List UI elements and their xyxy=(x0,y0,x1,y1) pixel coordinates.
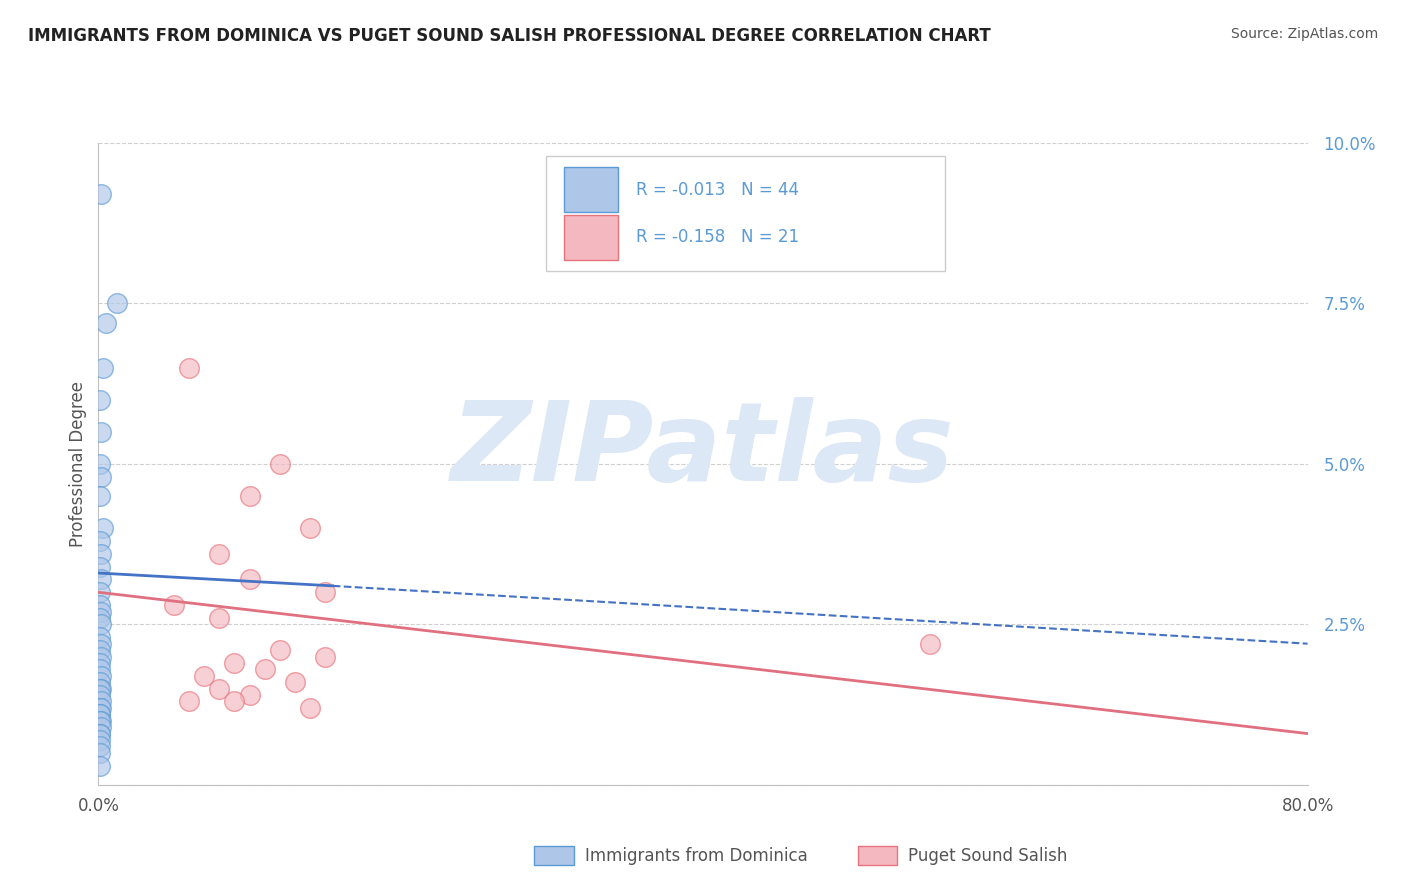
Point xyxy=(89,675,111,690)
Point xyxy=(208,547,231,561)
Point xyxy=(314,585,336,599)
Point xyxy=(89,611,111,625)
Point xyxy=(90,573,112,587)
Y-axis label: Professional Degree: Professional Degree xyxy=(69,381,87,547)
Text: Immigrants from Dominica: Immigrants from Dominica xyxy=(585,847,807,865)
Text: Source: ZipAtlas.com: Source: ZipAtlas.com xyxy=(1230,27,1378,41)
Point xyxy=(94,316,117,330)
FancyBboxPatch shape xyxy=(546,155,945,271)
Point xyxy=(269,457,291,471)
Point xyxy=(89,643,111,657)
Point xyxy=(89,681,111,696)
Point xyxy=(89,630,111,644)
Point xyxy=(89,457,111,471)
Point xyxy=(89,758,111,772)
Text: R = -0.013   N = 44: R = -0.013 N = 44 xyxy=(637,180,800,199)
Point xyxy=(239,573,262,587)
FancyBboxPatch shape xyxy=(564,167,619,212)
Point xyxy=(163,598,186,612)
Point xyxy=(90,720,112,734)
Text: ZIPatlas: ZIPatlas xyxy=(451,398,955,505)
Point xyxy=(89,688,111,702)
Point xyxy=(253,662,276,676)
Text: R = -0.158   N = 21: R = -0.158 N = 21 xyxy=(637,228,800,246)
Point xyxy=(89,707,111,722)
Point xyxy=(224,656,246,670)
Point xyxy=(89,662,111,676)
Point xyxy=(89,701,111,715)
Point xyxy=(177,360,201,375)
Point xyxy=(90,187,112,202)
Point xyxy=(89,598,111,612)
Point xyxy=(90,425,112,439)
Point xyxy=(90,469,112,483)
Point xyxy=(91,360,114,375)
Point xyxy=(314,649,336,664)
Point xyxy=(299,701,322,715)
Point xyxy=(90,605,112,619)
Point xyxy=(90,694,112,708)
Point xyxy=(89,559,111,574)
Point xyxy=(89,739,111,754)
Point xyxy=(89,656,111,670)
Text: Puget Sound Salish: Puget Sound Salish xyxy=(908,847,1067,865)
Point xyxy=(89,392,111,407)
Point xyxy=(918,637,941,651)
Point xyxy=(299,521,322,535)
Point xyxy=(89,733,111,747)
Point xyxy=(90,681,112,696)
Point xyxy=(90,617,112,632)
Point xyxy=(239,688,262,702)
Point xyxy=(105,296,128,310)
Point xyxy=(269,643,291,657)
Point xyxy=(224,694,246,708)
Point xyxy=(208,611,231,625)
Point xyxy=(91,521,114,535)
Point xyxy=(89,746,111,760)
Point xyxy=(284,675,307,690)
Point xyxy=(208,681,231,696)
Point xyxy=(239,489,262,503)
Point xyxy=(90,649,112,664)
Point xyxy=(90,669,112,683)
Point xyxy=(89,585,111,599)
Point xyxy=(90,637,112,651)
FancyBboxPatch shape xyxy=(564,215,619,260)
Point xyxy=(89,489,111,503)
Point xyxy=(90,547,112,561)
Point xyxy=(89,714,111,728)
Point xyxy=(89,707,111,722)
Point xyxy=(89,726,111,740)
Text: IMMIGRANTS FROM DOMINICA VS PUGET SOUND SALISH PROFESSIONAL DEGREE CORRELATION C: IMMIGRANTS FROM DOMINICA VS PUGET SOUND … xyxy=(28,27,991,45)
Point xyxy=(89,726,111,740)
Point xyxy=(193,669,215,683)
Point xyxy=(89,533,111,548)
Point xyxy=(90,701,112,715)
Point xyxy=(177,694,201,708)
Point xyxy=(90,714,112,728)
